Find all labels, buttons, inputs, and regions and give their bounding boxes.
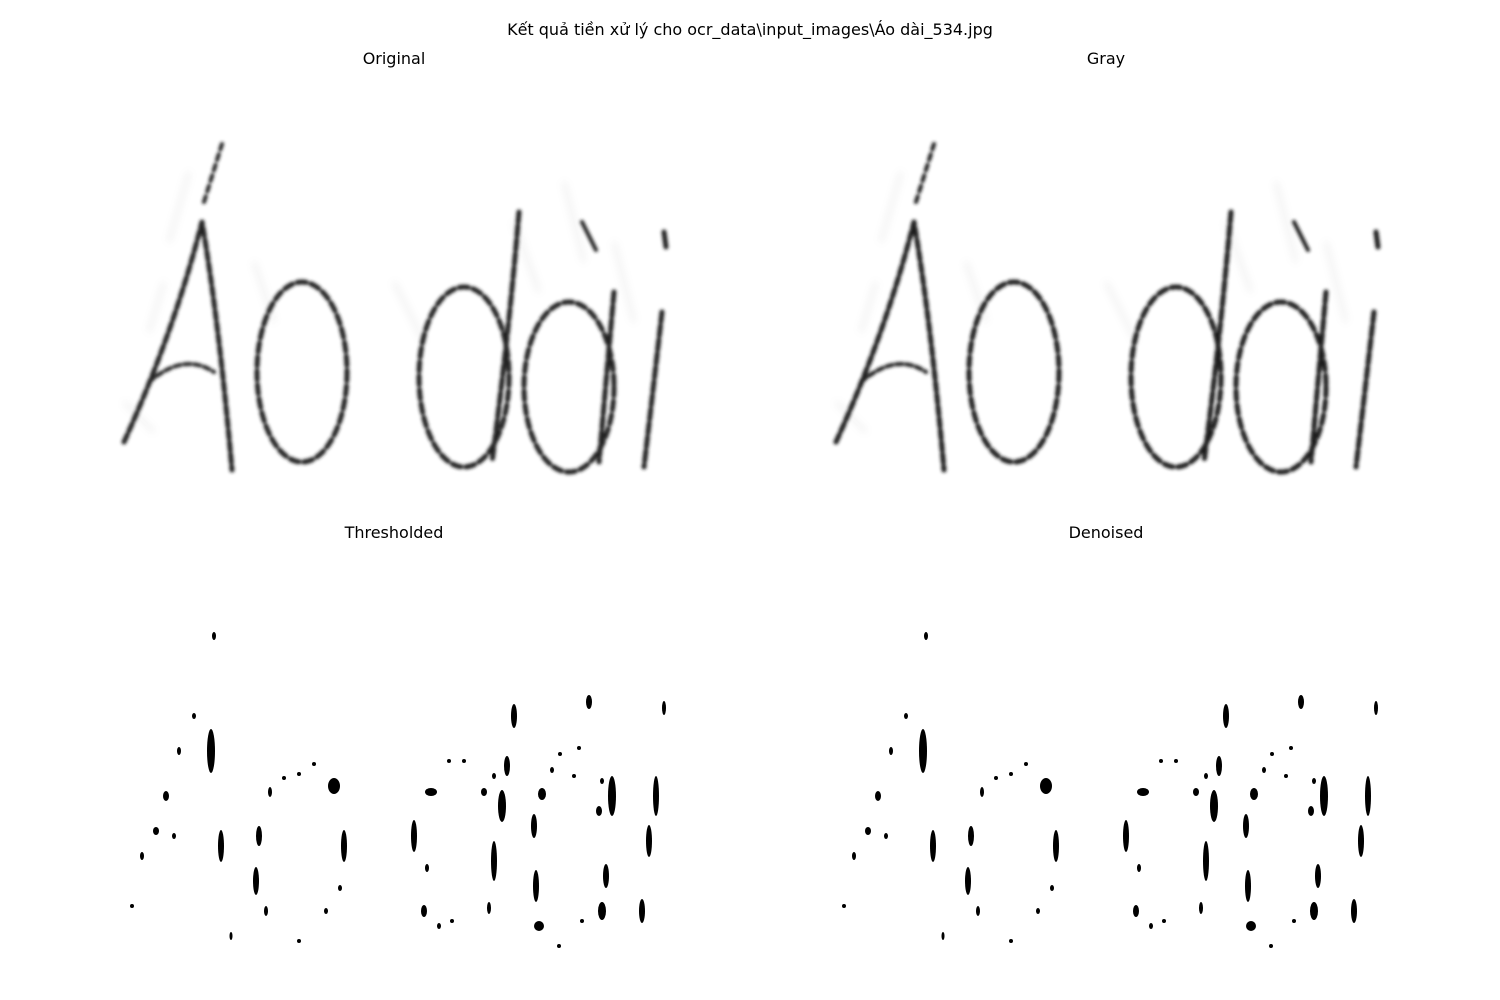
gray-handwriting-image: [833, 142, 1381, 475]
figure-title: Kết quả tiền xử lý cho ocr_data\input_im…: [507, 20, 993, 39]
original-image-panel: [94, 82, 694, 512]
panel-title-original: Original: [362, 49, 426, 68]
denoised-image-panel: [806, 556, 1406, 986]
panel-title-gray: Gray: [1086, 49, 1126, 68]
panel-title-denoised: Denoised: [1068, 523, 1144, 542]
thresholded-handwriting-image: [130, 632, 666, 948]
gray-image-panel: [806, 82, 1406, 512]
denoised-handwriting-image: [842, 632, 1378, 948]
panel-title-thresholded: Thresholded: [344, 523, 444, 542]
original-handwriting-image: [121, 142, 669, 475]
thresholded-image-panel: [94, 556, 694, 986]
